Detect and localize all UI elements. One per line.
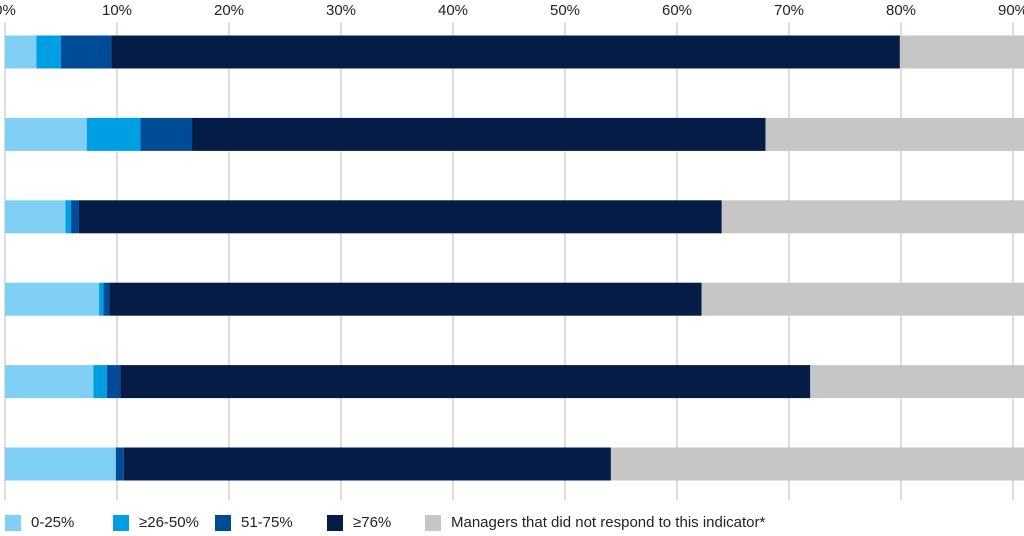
x-tick-label: 80% [886,2,916,19]
x-tick-label: 0% [0,2,16,19]
bar-segment [93,365,107,399]
bar-segment [899,35,1024,69]
x-tick-label: 20% [214,2,244,19]
legend-swatch [5,515,21,531]
legend-label: 51-75% [241,514,293,531]
x-tick-label: 30% [326,2,356,19]
x-tick-label: 60% [662,2,692,19]
legend-label: Managers that did not respond to this in… [451,514,766,531]
bar-segment [5,282,100,316]
bar-segment [610,447,1024,481]
bars [5,35,1024,481]
bar-segment [123,447,611,481]
bar-segment [78,200,722,234]
bar-segment [810,365,1024,399]
bar-segment [5,447,116,481]
legend-swatch [327,515,343,531]
bar-segment [120,365,811,399]
legend-label: 0-25% [31,514,74,531]
bar-segment [36,35,61,69]
bar-segment [99,282,104,316]
legend-label: ≥76% [353,514,391,531]
x-tick-label: 40% [438,2,468,19]
bar-segment [721,200,1024,234]
legend-swatch [425,515,441,531]
bar-segment [111,35,900,69]
x-tick-label: 50% [550,2,580,19]
bar-segment [109,282,702,316]
bar-segment [103,282,110,316]
bar-segment [5,200,66,234]
bar-segment [701,282,1024,316]
bar-segment [765,117,1024,151]
legend: 0-25% ≥26-50% 51-75% ≥76% Managers that did … [5,514,766,531]
bar-segment [5,35,37,69]
legend-label: ≥26-50% [139,514,199,531]
legend-swatch [215,515,231,531]
bar-segment [71,200,79,234]
x-tick-label: 10% [102,2,132,19]
bar-segment [61,35,112,69]
bar-segment [65,200,72,234]
bar-segment [140,117,193,151]
x-tick-label: 90% [998,2,1024,19]
bar-segment [5,365,94,399]
bar-segment [86,117,141,151]
legend-swatch [113,515,129,531]
x-tick-label: 70% [774,2,804,19]
bar-segment [115,447,124,481]
bar-segment [5,117,87,151]
grid: 0% 10% 20% 30% 40% 50% 60% 70% 80% 90% [0,2,1024,501]
bar-segment [106,365,121,399]
bar-segment [192,117,766,151]
